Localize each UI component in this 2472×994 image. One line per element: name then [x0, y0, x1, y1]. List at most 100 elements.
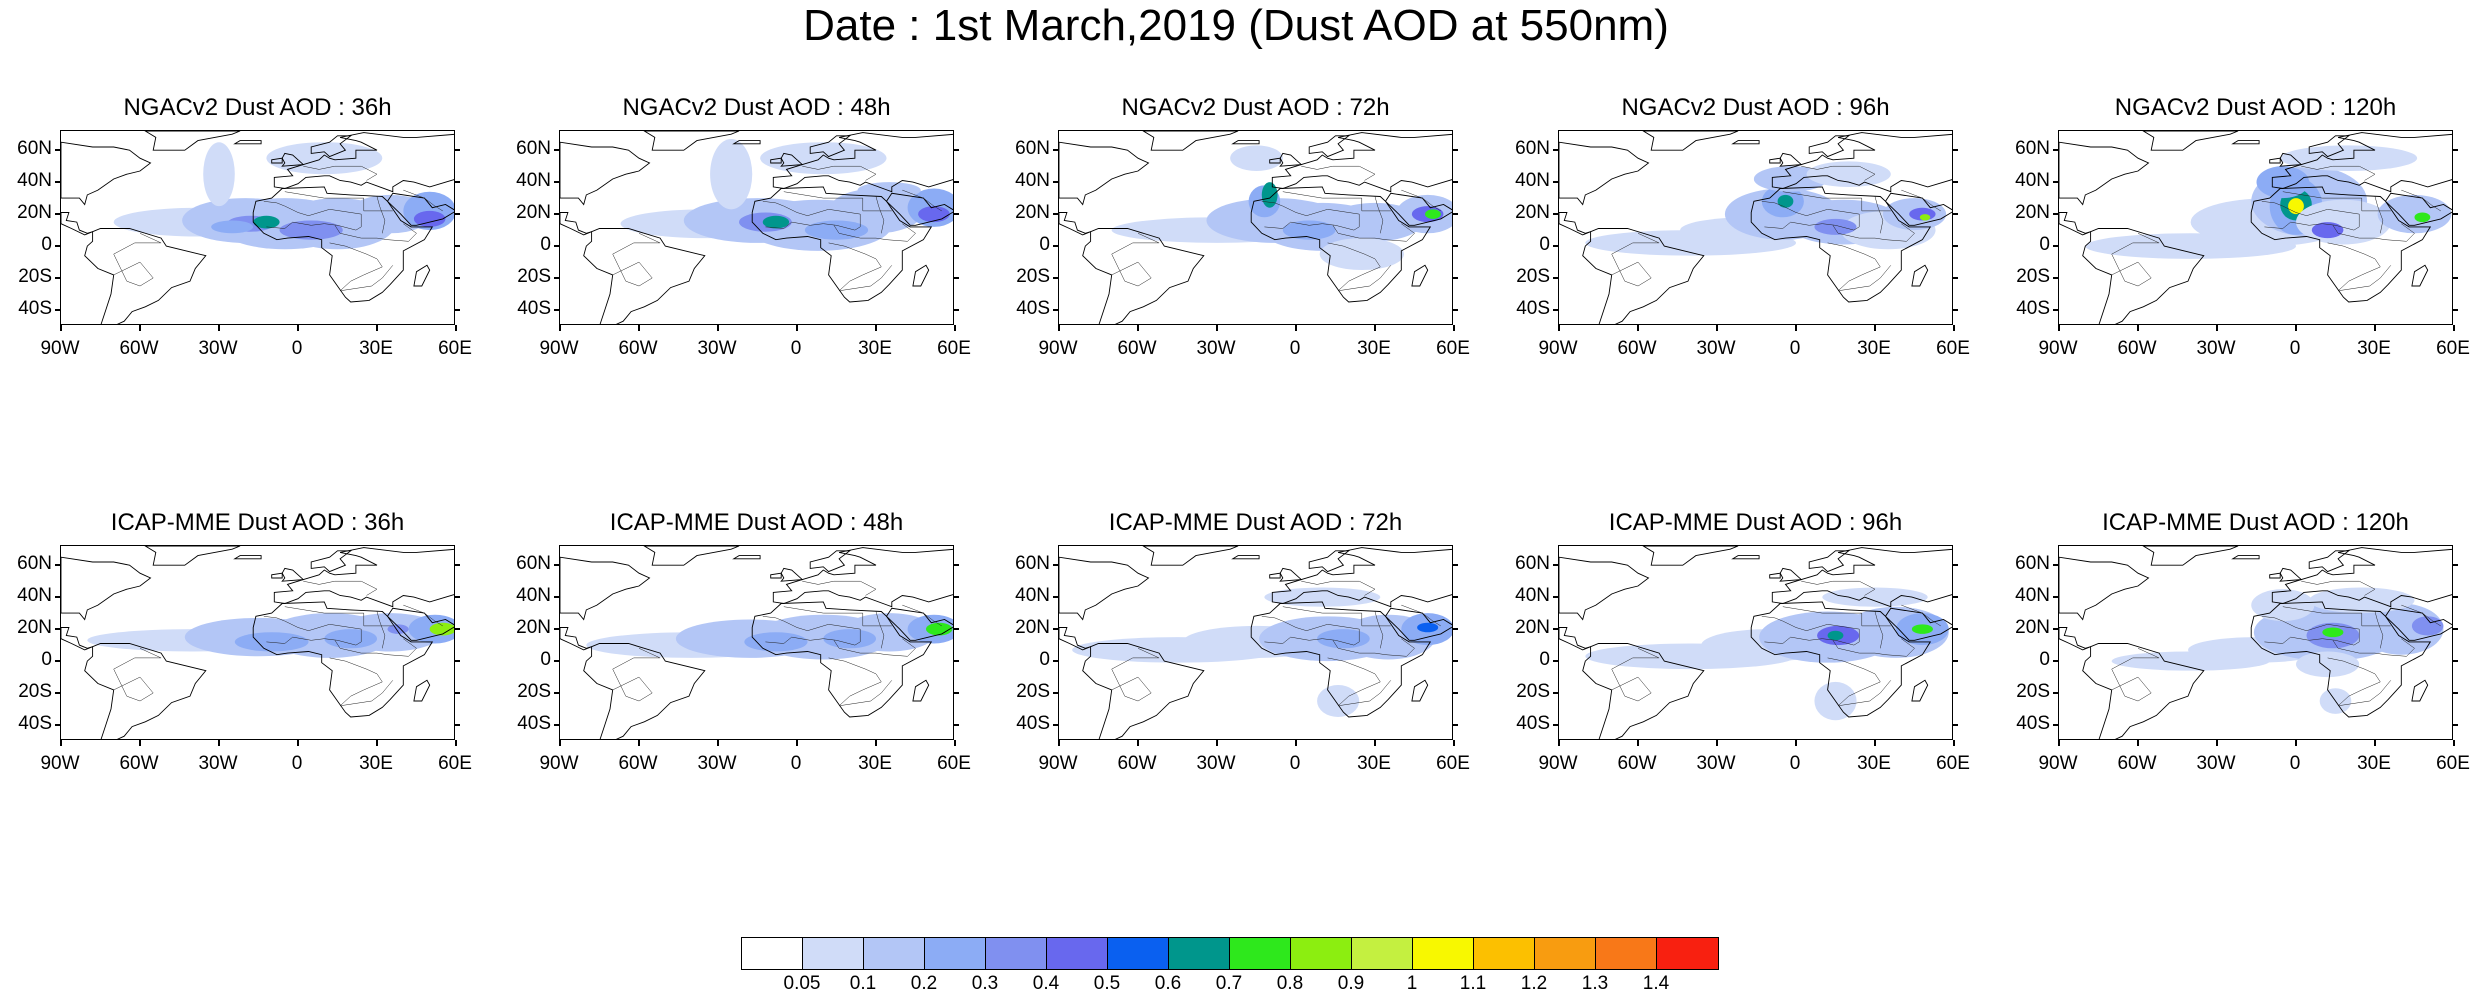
longitude-tick-mark	[1558, 325, 1560, 331]
country-border	[303, 580, 378, 596]
longitude-tick-mark	[376, 740, 378, 746]
longitude-tick-mark	[297, 740, 299, 746]
longitude-tick-mark	[1716, 740, 1718, 746]
latitude-tick-label: 60N	[1515, 553, 1550, 575]
longitude-tick-mark	[455, 740, 457, 746]
latitude-tick-label: 60N	[516, 138, 551, 160]
coastline	[1411, 679, 1429, 702]
latitude-tick-mark	[1953, 692, 1958, 694]
coastline	[1059, 556, 1150, 621]
coastline	[1884, 607, 1952, 641]
coastline	[1771, 547, 1952, 608]
latitude-tick-label: 0	[41, 234, 52, 256]
coastline	[61, 141, 152, 206]
longitude-tick-mark	[139, 740, 141, 746]
longitude-tick-mark	[2137, 325, 2139, 331]
longitude-tick-mark	[717, 740, 719, 746]
latitude-tick-mark	[1053, 245, 1058, 247]
latitude-tick-mark	[1553, 181, 1558, 183]
latitude-tick-mark	[455, 564, 460, 566]
longitude-tick-mark	[1295, 740, 1297, 746]
colorbar-label: 0.2	[910, 973, 938, 994]
coastline	[1750, 601, 1932, 718]
colorbar-label: 0.5	[1093, 973, 1121, 994]
longitude-tick-mark	[2137, 740, 2139, 746]
latitude-tick-mark	[1553, 277, 1558, 279]
longitude-tick-mark	[1058, 740, 1060, 746]
country-border	[303, 165, 378, 181]
country-border	[612, 648, 661, 702]
colorbar-swatch	[1230, 938, 1291, 969]
coastline	[1769, 157, 1781, 164]
latitude-tick-mark	[1553, 213, 1558, 215]
colorbar-label: 0.3	[971, 973, 999, 994]
country-border	[1111, 233, 1160, 287]
dust-aod-map	[1058, 130, 1453, 325]
longitude-tick-label: 60W	[119, 338, 159, 359]
latitude-tick-mark	[1453, 277, 1458, 279]
panel-title: ICAP-MME Dust AOD : 48h	[609, 509, 904, 536]
latitude-tick-mark	[1453, 245, 1458, 247]
latitude-tick-mark	[2053, 564, 2058, 566]
latitude-tick-mark	[954, 692, 959, 694]
latitude-tick-mark	[1953, 724, 1958, 726]
country-border	[376, 611, 386, 649]
country-border	[828, 657, 892, 707]
latitude-tick-mark	[1453, 181, 1458, 183]
longitude-tick-mark	[1453, 740, 1455, 746]
latitude-tick-label: 20N	[17, 617, 52, 639]
dust-aod-map	[559, 130, 954, 325]
coastline	[1642, 546, 1739, 566]
latitude-tick-label: 40S	[1516, 298, 1550, 320]
latitude-tick-label: 60N	[1015, 553, 1050, 575]
country-border	[403, 604, 443, 627]
latitude-tick-label: 20S	[18, 266, 52, 288]
longitude-tick-label: 90W	[539, 338, 579, 359]
country-border	[329, 657, 393, 707]
longitude-tick-mark	[139, 325, 141, 331]
latitude-tick-mark	[455, 724, 460, 726]
longitude-tick-label: 30W	[198, 753, 238, 774]
latitude-tick-label: 40N	[516, 585, 551, 607]
coastline	[2250, 186, 2432, 303]
longitude-tick-label: 30W	[2196, 753, 2236, 774]
longitude-tick-label: 30E	[1357, 338, 1391, 359]
country-border	[1261, 201, 1360, 231]
latitude-tick-label: 40N	[1015, 585, 1050, 607]
longitude-tick-label: 60E	[1936, 338, 1970, 359]
coastline	[2271, 132, 2452, 193]
country-border	[284, 606, 393, 627]
colorbar-swatch	[1535, 938, 1596, 969]
latitude-tick-mark	[954, 309, 959, 311]
coastline	[2059, 141, 2150, 206]
country-border	[334, 638, 417, 657]
country-border	[762, 616, 861, 646]
coastline	[1142, 131, 1239, 151]
country-border	[376, 196, 386, 234]
longitude-tick-label: 0	[2289, 753, 2301, 774]
country-border	[113, 233, 162, 287]
longitude-tick-label: 60W	[2117, 338, 2157, 359]
longitude-tick-label: 60E	[2436, 338, 2470, 359]
country-border	[1111, 648, 1160, 702]
dust-aod-map	[1558, 130, 1953, 325]
coastline	[2231, 555, 2260, 560]
panel-title: NGACv2 Dust AOD : 72h	[1121, 94, 1390, 121]
colorbar-swatch	[1047, 938, 1108, 969]
longitude-tick-label: 30W	[198, 338, 238, 359]
longitude-tick-label: 30W	[1696, 338, 1736, 359]
longitude-tick-label: 0	[1789, 753, 1801, 774]
longitude-tick-label: 60E	[937, 338, 971, 359]
longitude-tick-label: 60E	[438, 753, 472, 774]
map-canvas	[61, 546, 454, 739]
latitude-tick-label: 40S	[2016, 713, 2050, 735]
coastline	[583, 643, 706, 739]
longitude-tick-mark	[796, 325, 798, 331]
latitude-tick-mark	[55, 245, 60, 247]
latitude-tick-label: 20S	[2016, 266, 2050, 288]
dust-aod-map	[60, 545, 455, 740]
coastline	[1911, 679, 1929, 702]
latitude-tick-mark	[2453, 596, 2458, 598]
longitude-tick-label: 90W	[40, 338, 80, 359]
latitude-tick-label: 20N	[516, 617, 551, 639]
